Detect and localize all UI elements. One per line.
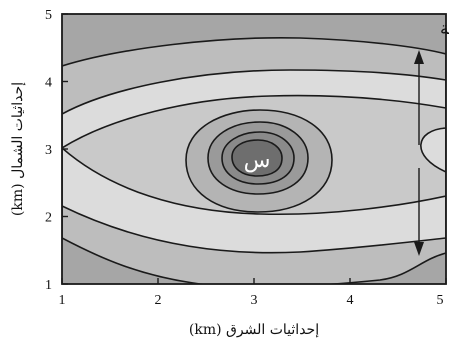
y-axis-title: إحداثيات الشمال (km) [10,82,26,216]
y-tick-labels: 5 4 3 2 1 [45,8,52,293]
y-tick-label: 4 [45,76,52,91]
y-tick-label: 1 [45,278,52,293]
y-tick-label: 5 [45,8,52,23]
x-ticks [61,278,447,284]
x-tick-label: 5 [437,293,444,308]
center-label: س [244,148,271,173]
arrow-up-icon [414,50,424,64]
threshold-indicator [414,50,424,256]
y-ticks [62,13,68,285]
x-tick-label: 2 [155,293,162,308]
x-tick-labels: 1 2 3 4 5 [59,293,444,308]
arrow-down-icon [414,242,424,256]
contour-bands [62,14,446,284]
x-axis-title: إحداثيات الشرق (km) [189,322,319,338]
y-tick-label: 2 [45,211,52,226]
threshold-label: العتبة [440,19,449,39]
y-tick-label: 3 [45,143,52,158]
x-tick-label: 4 [347,293,354,308]
contour-core [231,139,283,177]
x-tick-label: 1 [59,293,66,308]
x-tick-label: 3 [251,293,258,308]
